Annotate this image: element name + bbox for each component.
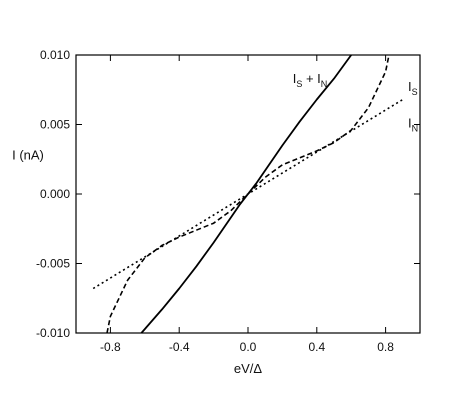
x-tick-label: 0.0 [240,340,257,354]
series-label-1: IS [408,79,418,97]
series-lines [92,54,404,334]
x-tick-label: 0.4 [308,340,325,354]
series-line-2 [92,98,404,290]
y-tick-label: 0.000 [40,187,70,201]
x-axis-label: eV/Δ [234,361,263,376]
y-tick-label: 0.005 [40,118,70,132]
series-labels: IS + IN IS IN [293,71,418,133]
series-label-0: IS + IN [293,71,328,89]
y-axis-label: I (nA) [12,147,44,162]
y-tick-label: 0.010 [40,48,70,62]
y-tick-label: -0.005 [36,257,70,271]
x-tick-label: -0.4 [169,340,190,354]
x-tick-label: 0.8 [377,340,394,354]
axis-ticks: -0.8 -0.4 0.0 0.4 0.8 -0.010 -0.005 0.000 0.005 0… [36,48,420,354]
series-label-2: IN [408,115,418,133]
series-line-1 [106,54,390,334]
y-tick-label: -0.010 [36,326,70,340]
series-line-0 [140,54,352,334]
x-tick-label: -0.8 [100,340,121,354]
